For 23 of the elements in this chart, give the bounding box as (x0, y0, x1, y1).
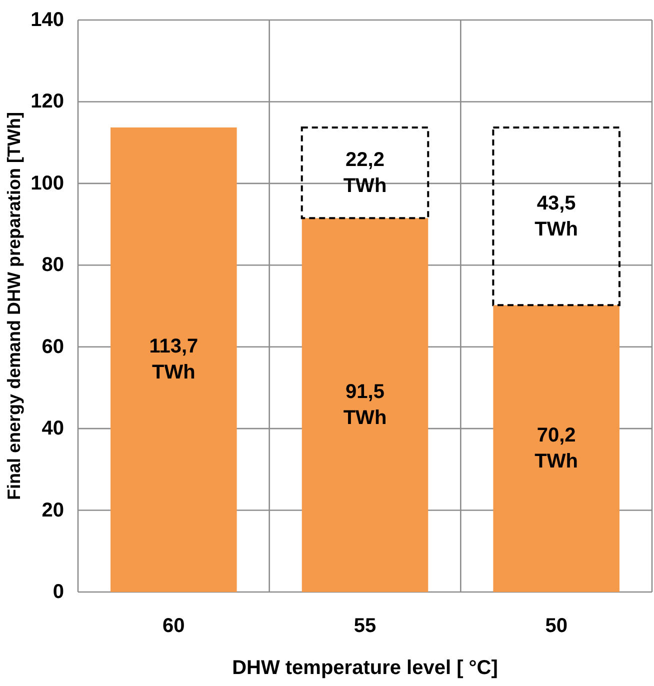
x-tick-label: 50 (545, 615, 568, 637)
y-tick-label: 40 (42, 418, 64, 440)
y-axis-title: Final energy demand DHW preparation [TWh] (4, 112, 24, 500)
x-tick-label: 55 (354, 615, 376, 637)
data-label: 43,5 TWh (534, 192, 578, 240)
data-label: 91,5 TWh (343, 381, 387, 430)
x-tick-label: 60 (162, 615, 185, 637)
y-tick-label: 80 (42, 254, 64, 276)
y-tick-label: 60 (42, 336, 64, 358)
y-tick-label: 100 (30, 172, 64, 194)
data-label: 22,2 TWh (343, 148, 387, 197)
bar (110, 127, 237, 592)
data-label: 113,7 TWh (149, 336, 198, 384)
bar (492, 126, 620, 306)
bar (493, 305, 620, 592)
y-tick-label: 20 (42, 499, 64, 522)
x-axis-title: DHW temperature level [ °C] (232, 657, 498, 679)
bar (300, 126, 430, 220)
y-tick-label: 0 (52, 581, 64, 603)
y-tick-label: 140 (30, 9, 64, 31)
y-tick-label: 120 (30, 90, 64, 113)
bar (302, 218, 428, 592)
data-label: 70,2 TWh (534, 424, 578, 473)
